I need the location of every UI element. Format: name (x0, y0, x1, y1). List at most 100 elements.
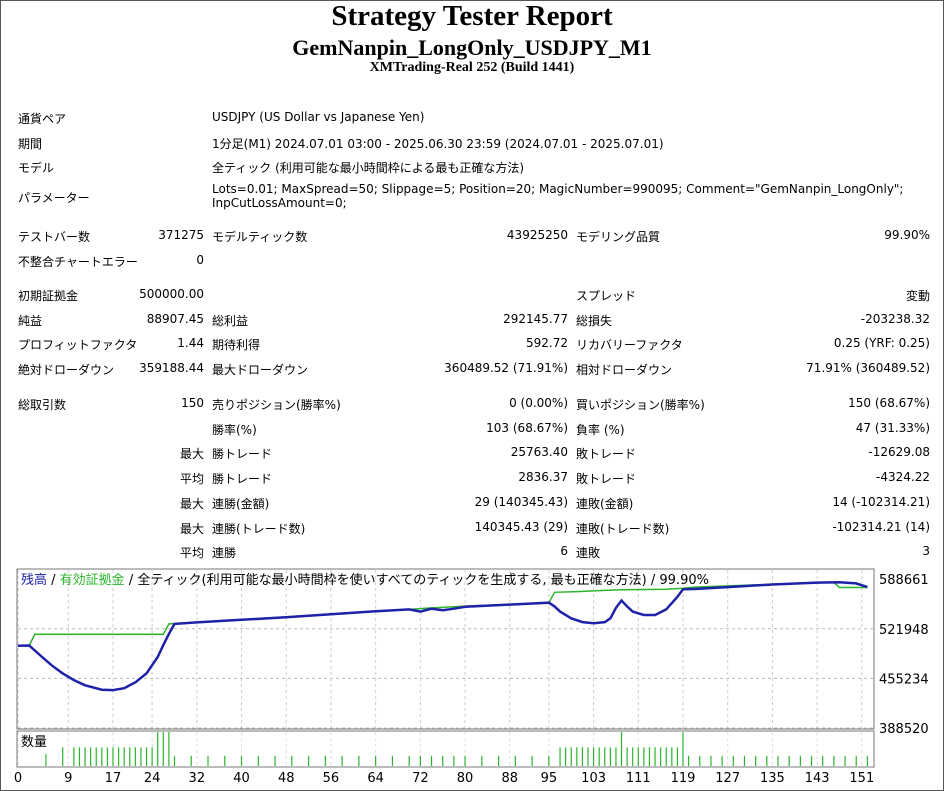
expected-label: 期待利得 (212, 338, 261, 352)
maxloss-label: 敗トレード (576, 447, 637, 461)
trades-label: 総取引数 (18, 398, 67, 412)
long-label: 買いポジション(勝率%) (576, 398, 705, 412)
winrate-value: 103 (68.67%) (486, 421, 568, 435)
grossloss-value: -203238.32 (860, 312, 930, 326)
volume-bars (45, 732, 869, 766)
avgconsecloss-label: 連敗 (576, 546, 601, 560)
x-tick-label: 80 (457, 771, 474, 786)
x-tick-label: 119 (671, 771, 696, 786)
mismatch-value: 0 (196, 253, 204, 267)
grossprofit-value: 292145.77 (503, 312, 568, 326)
avgconsecloss-value: 3 (922, 544, 930, 558)
consecloss-amt-label: 連敗(金額) (576, 497, 634, 511)
ea-name: GemNanpin_LongOnly_USDJPY_M1 (292, 35, 652, 60)
ticks-value: 43925250 (506, 228, 568, 242)
max-label-1: 最大 (179, 447, 204, 461)
winrate-label: 勝率(%) (212, 423, 257, 437)
y-axis-ticks: 588661 521948 455234 388520 (879, 573, 929, 737)
params-line1: Lots=0.01; MaxSpread=50; Slippage=5; Pos… (212, 182, 904, 196)
x-axis-ticks: 0 9 17 24 32 40 48 56 64 72 80 88 95 103 111 119 127 135 1… (14, 771, 874, 786)
pf-value: 1.44 (177, 336, 204, 350)
maxdd-value: 360489.52 (71.91%) (444, 361, 568, 375)
bars-value: 371275 (158, 228, 204, 242)
spread-label: スプレッド (576, 289, 637, 303)
report-title: Strategy Tester Report (331, 0, 613, 32)
deposit-value: 500000.00 (139, 287, 204, 301)
recovery-value: 0.25 (YRF: 0.25) (833, 336, 930, 350)
x-tick-label: 111 (626, 771, 651, 786)
absdd-value: 359188.44 (139, 361, 204, 375)
period-value: 1分足(M1) 2024.07.01 03:00 - 2025.06.30 23… (212, 137, 664, 151)
recovery-label: リカバリーファクタ (576, 338, 683, 352)
grossloss-label: 総損失 (576, 314, 613, 328)
spread-value: 変動 (905, 289, 930, 303)
consecwin-cnt-label: 連勝(トレード数) (212, 522, 306, 536)
trades-value: 150 (181, 396, 204, 410)
ticks-label: モデルティック数 (212, 230, 308, 244)
x-tick-label: 95 (541, 771, 558, 786)
avgconsecwin-value: 6 (560, 544, 568, 558)
short-value: 0 (0.00%) (509, 396, 568, 410)
quality-label: モデリング品質 (576, 230, 661, 244)
chart-grid (17, 570, 873, 766)
x-tick-label: 103 (581, 771, 606, 786)
x-tick-label: 32 (189, 771, 206, 786)
y-tick-label: 388520 (879, 722, 929, 737)
avgconsecwin-label: 連勝 (212, 546, 237, 560)
avgwin-label: 勝トレード (212, 472, 273, 486)
x-tick-label: 127 (715, 771, 740, 786)
consecloss-cnt-value: -102314.21 (14) (832, 520, 930, 534)
legend-sep: / (47, 573, 60, 588)
reldd-label: 相対ドローダウン (576, 363, 673, 377)
model-value: 全ティック (利用可能な最小時間枠による最も正確な方法) (212, 161, 525, 175)
avg-label-2: 平均 (179, 546, 204, 560)
consecwin-amt-value: 29 (140345.43) (474, 495, 568, 509)
x-tick-label: 24 (144, 771, 161, 786)
absdd-label: 絶対ドローダウン (18, 363, 115, 377)
short-label: 売りポジション(勝率%) (212, 398, 341, 412)
balance-line (17, 581, 868, 692)
server-build: XMTrading-Real 252 (Build 1441) (369, 60, 575, 75)
symbol-label: 通貨ペア (18, 112, 67, 126)
x-tick-label: 143 (805, 771, 830, 786)
lossrate-value: 47 (31.33%) (855, 421, 930, 435)
expected-value: 592.72 (526, 336, 568, 350)
consecwin-cnt-value: 140345.43 (29) (474, 520, 568, 534)
x-tick-label: 56 (323, 771, 340, 786)
main-plot-area (16, 568, 875, 730)
reldd-value: 71.91% (360489.52) (806, 361, 930, 375)
grossprofit-label: 総利益 (212, 314, 249, 328)
avg-label-1: 平均 (179, 472, 204, 486)
consecloss-cnt-label: 連敗(トレード数) (576, 522, 670, 536)
y-tick-label: 521948 (879, 623, 929, 638)
consecwin-amt-label: 連勝(金額) (212, 497, 270, 511)
mismatch-label: 不整合チャートエラー (18, 255, 138, 269)
max-label-2: 最大 (179, 497, 204, 511)
x-tick-label: 9 (64, 771, 72, 786)
max-label-3: 最大 (179, 522, 204, 536)
maxloss-value: -12629.08 (868, 445, 930, 459)
deposit-label: 初期証拠金 (18, 289, 79, 303)
period-label: 期間 (18, 137, 43, 151)
legend-rest: / 全ティック(利用可能な最小時間枠を使いすべてのティックを生成する, 最も正確… (125, 572, 709, 588)
x-tick-label: 40 (233, 771, 250, 786)
x-tick-label: 0 (14, 771, 22, 786)
x-tick-label: 135 (760, 771, 785, 786)
volume-label: 数量 (21, 735, 47, 750)
quality-value: 99.90% (884, 228, 930, 242)
long-value: 150 (68.67%) (848, 396, 930, 410)
maxwin-value: 25763.40 (510, 445, 568, 459)
model-label: モデル (18, 161, 55, 175)
x-tick-label: 48 (278, 771, 295, 786)
x-tick-label: 17 (105, 771, 122, 786)
params-line2: InpCutLossAmount=0; (212, 196, 347, 210)
pf-label: プロフィットファクタ (18, 338, 138, 352)
y-tick-label: 455234 (879, 672, 929, 687)
avgloss-label: 敗トレード (576, 472, 637, 486)
consecloss-amt-value: 14 (-102314.21) (832, 495, 930, 509)
maxwin-label: 勝トレード (212, 447, 273, 461)
x-tick-label: 88 (501, 771, 518, 786)
y-tick-label: 588661 (879, 573, 929, 588)
legend-balance: 残高 (21, 572, 47, 588)
